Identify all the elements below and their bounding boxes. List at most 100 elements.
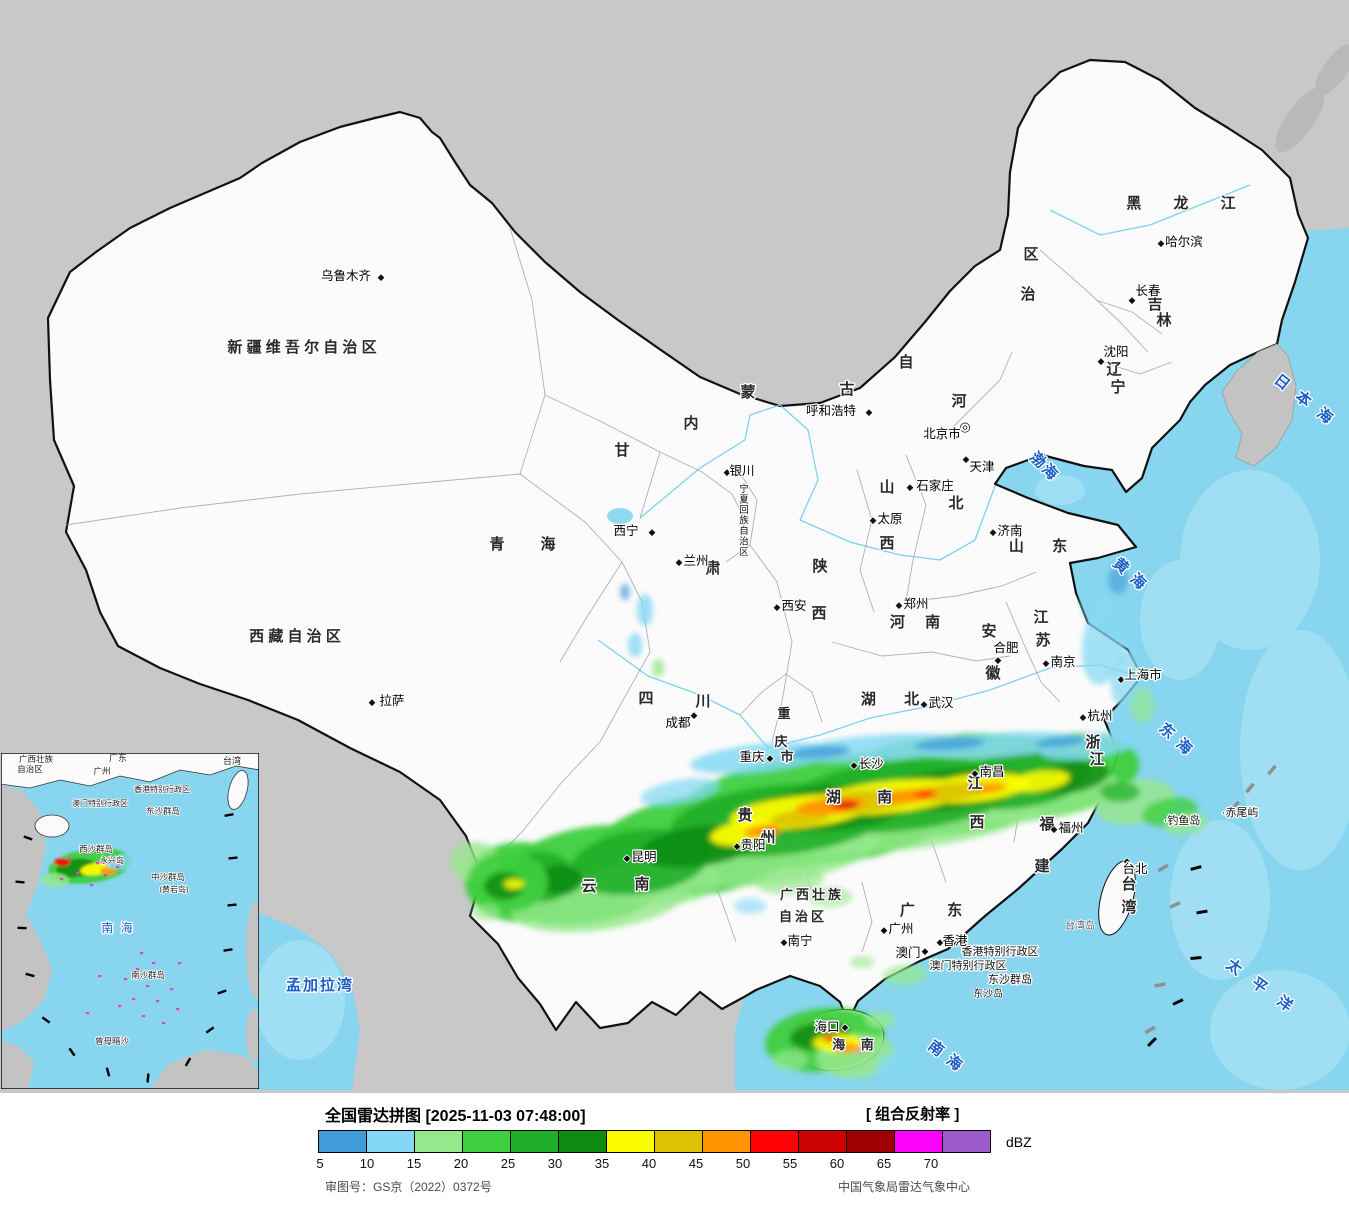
scale-swatch-30 [558,1131,606,1152]
province-label: 西 藏 自 治 区 [249,627,341,645]
inset-label: 永兴岛 [100,855,124,865]
city-label: 成都 [665,716,691,730]
province-label: 安 [981,622,996,640]
island-speck [142,1015,146,1018]
city-label: 上海市 [1124,667,1162,682]
city-marker: ◆ [378,272,385,282]
japan-land [1275,87,1325,153]
province-label: 西 [879,535,894,552]
radar-echo [915,737,985,751]
inset-label: 曾母暗沙 [95,1036,130,1046]
city-marker: ◆ [1043,658,1050,668]
rivers [597,184,1251,749]
place-label: 东沙群岛 [988,972,1032,986]
province-label: 四 [638,690,653,707]
capital-marker: ◎ [959,419,970,434]
city-marker: ◆ [1158,238,1165,248]
scale-swatch-15 [414,1131,462,1152]
city-marker: ◆ [774,602,781,612]
island-speck [178,962,182,965]
scale-swatch-45 [702,1131,750,1152]
province-label: 新 疆 维 吾 尔 自 治 区 [227,338,376,356]
inset-label: (黄岩岛) [159,884,189,894]
city-label: 西宁 [613,523,638,538]
province-label: 山 东 [1009,537,1079,555]
radar-echo [637,594,653,626]
city-marker: ◆ [995,655,1002,665]
city-label: 哈尔滨 [1165,234,1203,249]
inset-taiwan [227,770,249,810]
radar-echo [883,964,927,986]
radar-echo [1070,934,1094,950]
city-marker: ◆ [724,467,731,477]
city-label: 香港 [942,934,968,948]
place-label: ·赤尾屿 [1222,806,1259,819]
inset-label: 广州 [93,766,110,776]
radar-echo [105,852,155,870]
province-label: 甘 [614,441,629,459]
boundary-dash [1147,1037,1157,1047]
inset-label: 香港特别行政区 [134,784,190,794]
island-speck [146,985,150,988]
color-scale-row: dBZ [318,1130,1032,1153]
radar-echo [1010,770,1070,792]
province-label: 湖 北 [861,691,931,708]
island-speck [68,858,72,861]
nine-dash [228,856,238,860]
city-label: 南宁 [787,933,812,948]
radar-echo [762,830,778,836]
radar-echo [472,904,500,920]
city-marker: ◆ [990,527,997,537]
nine-dash [184,1057,192,1067]
province-label: 苏 [1035,631,1050,649]
radar-echo [100,867,116,875]
island-dash [1267,764,1277,776]
scale-swatch-20 [462,1131,510,1152]
island-dash [1230,800,1240,812]
inset-sea [1,753,259,1089]
data-source: 中国气象局雷达气象中心 [838,1180,971,1194]
island-dash [1169,901,1181,909]
scale-tick-20: 20 [453,1156,469,1171]
scale-tick-55: 55 [782,1156,798,1171]
place-label: ·钓鱼岛 [1164,813,1201,827]
product-name: [ 组合反射率 ] [866,1106,960,1123]
city-marker: ◆ [1124,856,1131,866]
radar-echo [54,858,70,866]
city-label: 沈阳 [1103,344,1128,359]
scale-tick-70: 70 [923,1156,939,1171]
city-marker: ◆ [866,407,873,417]
island-speck [84,852,88,855]
nine-dash [23,835,33,841]
province-label: 林 [1156,311,1172,329]
city-marker: ◆ [649,527,656,537]
city-label: 福州 [1058,820,1083,835]
scale-swatch-50 [750,1131,798,1152]
scale-swatch-35 [606,1131,654,1152]
radar-echo [620,584,630,600]
city-label: 乌鲁木齐 [321,268,372,283]
radar-echo [772,1050,808,1070]
city-marker: ◆ [1080,712,1087,722]
place-label: 台湾岛 [1065,919,1095,932]
province-label: 江 [967,774,982,792]
province-label: 湾 [1121,898,1136,916]
inset-island-specks [60,852,182,1025]
island-speck [132,998,136,1001]
island-speck [156,1000,160,1003]
city-label: 北京市 [923,426,961,441]
island-speck [160,975,164,978]
scale-swatch-40 [654,1131,702,1152]
province-label: 徽 [984,664,1001,682]
city-label: 杭州 [1087,708,1112,723]
province-label: 建 [1034,857,1050,875]
province-label: 市 [780,749,793,764]
province-label: 广 东 [900,901,976,919]
radar-echo [734,898,766,914]
city-label: 兰州 [683,554,708,568]
city-marker: ◆ [624,853,631,863]
province-label: 西 [969,814,984,831]
inset-label: 东沙群岛 [146,806,180,816]
city-label: 拉萨 [379,693,404,708]
